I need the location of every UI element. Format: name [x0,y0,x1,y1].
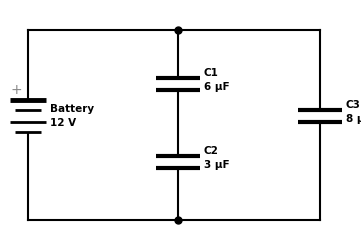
Text: C3
8 μF: C3 8 μF [346,100,361,124]
Text: C1
6 μF: C1 6 μF [204,68,230,92]
Text: Battery
12 V: Battery 12 V [50,104,94,128]
Text: C2
3 μF: C2 3 μF [204,146,230,170]
Text: +: + [10,83,22,97]
